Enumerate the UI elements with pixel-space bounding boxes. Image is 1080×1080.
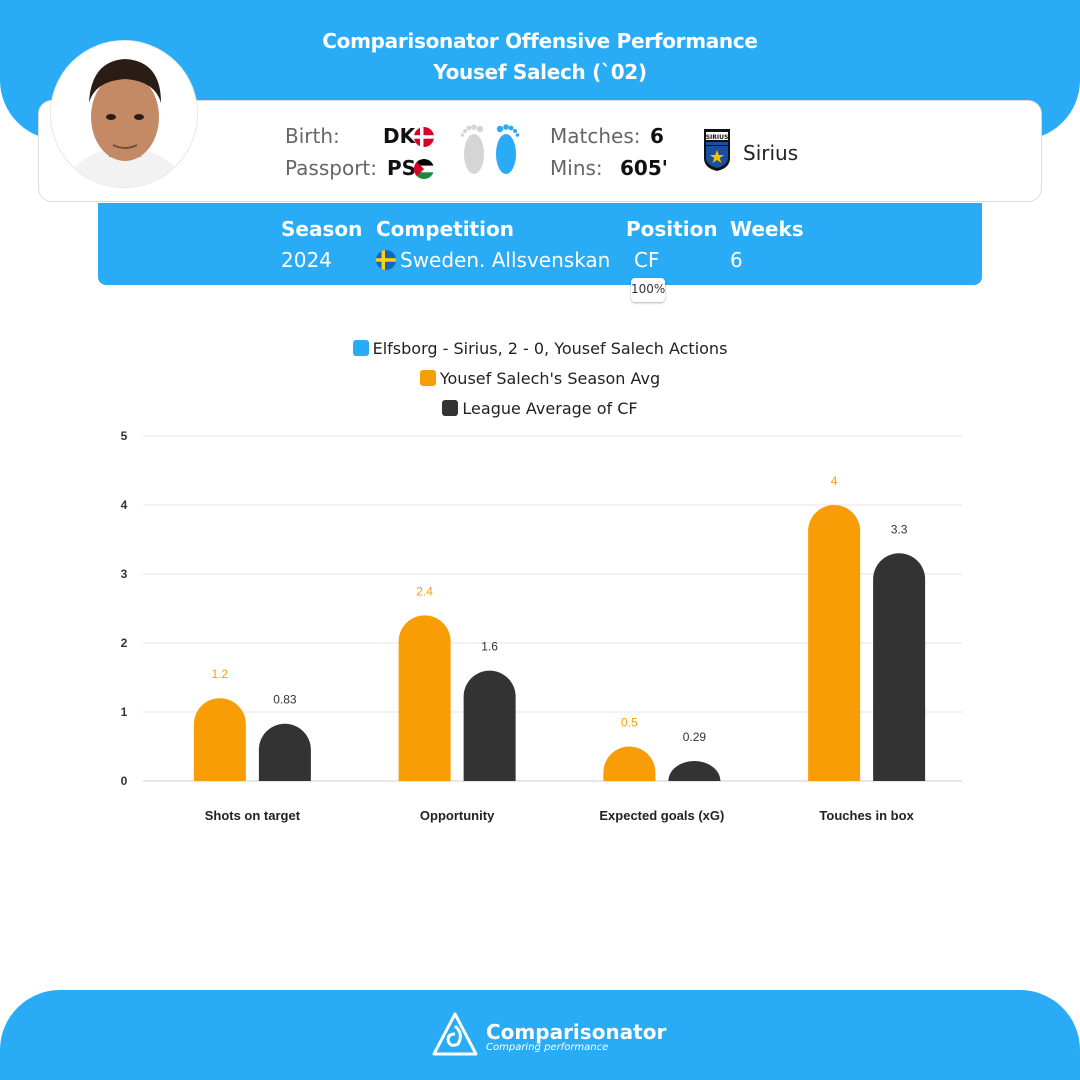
x-category-label: Expected goals (xG) [599, 808, 724, 823]
legend-item-league-avg: League Average of CF [0, 399, 1080, 418]
palestine-flag-icon [414, 159, 434, 179]
x-category-label: Opportunity [420, 808, 495, 823]
legend-label: Elfsborg - Sirius, 2 - 0, Yousef Salech … [372, 339, 728, 358]
data-label: 1.2 [212, 667, 229, 681]
competition-value: Sweden. Allsvenskan [400, 248, 611, 272]
legend-item-match-actions: Elfsborg - Sirius, 2 - 0, Yousef Salech … [0, 339, 1080, 358]
mins-value: 605' [620, 156, 668, 180]
legend-swatch [442, 400, 459, 416]
mins-label: Mins: [550, 156, 603, 180]
y-tick-label: 3 [121, 567, 128, 581]
birth-country: DK [383, 124, 416, 148]
legend-item-season-avg: Yousef Salech's Season Avg [0, 369, 1080, 388]
y-tick-label: 1 [121, 705, 128, 719]
passport-country: PS [387, 156, 417, 180]
data-label: 0.29 [683, 730, 707, 744]
y-tick-label: 2 [121, 636, 128, 650]
season-label: Season [281, 217, 363, 241]
bar [463, 670, 516, 781]
y-tick-label: 4 [121, 498, 128, 512]
bar-chart: 0 1 2 3 4 5 1.2 0.83 Shots on target 2.4 1.6 Opport… [121, 429, 962, 823]
bar [808, 505, 861, 781]
data-label: 0.83 [273, 693, 297, 707]
data-label: 4 [831, 474, 838, 488]
x-category-label: Touches in box [819, 808, 914, 823]
bar [193, 698, 246, 781]
legend-label: League Average of CF [462, 399, 638, 418]
weeks-value: 6 [730, 248, 743, 272]
legend-swatch [419, 370, 436, 386]
comparisonator-logo-icon [432, 1012, 478, 1062]
feet-icon [458, 120, 524, 186]
y-tick-label: 5 [121, 429, 128, 443]
birth-label: Birth: [285, 124, 340, 148]
page-title: Comparisonator Offensive Performance [322, 29, 758, 53]
position-label: Position [626, 217, 718, 241]
club-name: Sirius [743, 141, 799, 165]
denmark-flag-icon [414, 127, 434, 147]
position-value: CF [634, 248, 660, 272]
data-label: 0.5 [621, 716, 638, 730]
bar [398, 615, 451, 781]
matches-label: Matches: [550, 124, 641, 148]
data-label: 3.3 [891, 522, 908, 536]
y-tick-label: 0 [121, 774, 128, 788]
position-percentage-badge: 100% [631, 278, 665, 302]
competition-band: Season 2024 Competition Sweden. Allsvens… [98, 203, 982, 285]
club-badge-icon: SIRIUS [703, 128, 731, 176]
competition-label: Competition [376, 217, 514, 241]
footer-band [0, 990, 1080, 1080]
bar [258, 723, 311, 781]
brand-tagline: Comparing performance [486, 1042, 609, 1053]
x-category-label: Shots on target [205, 808, 301, 823]
bar [603, 746, 656, 781]
bar [873, 553, 926, 781]
data-label: 2.4 [416, 584, 433, 598]
weeks-label: Weeks [730, 217, 804, 241]
data-label: 1.6 [481, 640, 498, 654]
legend-label: Yousef Salech's Season Avg [439, 369, 661, 388]
player-info-card [38, 100, 1042, 202]
matches-value: 6 [650, 124, 664, 148]
player-title: Yousef Salech (`02) [433, 60, 647, 84]
bar [668, 760, 721, 781]
svg-text:SIRIUS: SIRIUS [706, 134, 729, 141]
player-photo [51, 41, 197, 187]
season-value: 2024 [281, 248, 332, 272]
sweden-flag-icon [376, 250, 396, 270]
player-avatar [50, 40, 198, 188]
brand-name: Comparisonator [486, 1020, 667, 1044]
legend-swatch [352, 340, 369, 356]
passport-label: Passport: [285, 156, 377, 180]
